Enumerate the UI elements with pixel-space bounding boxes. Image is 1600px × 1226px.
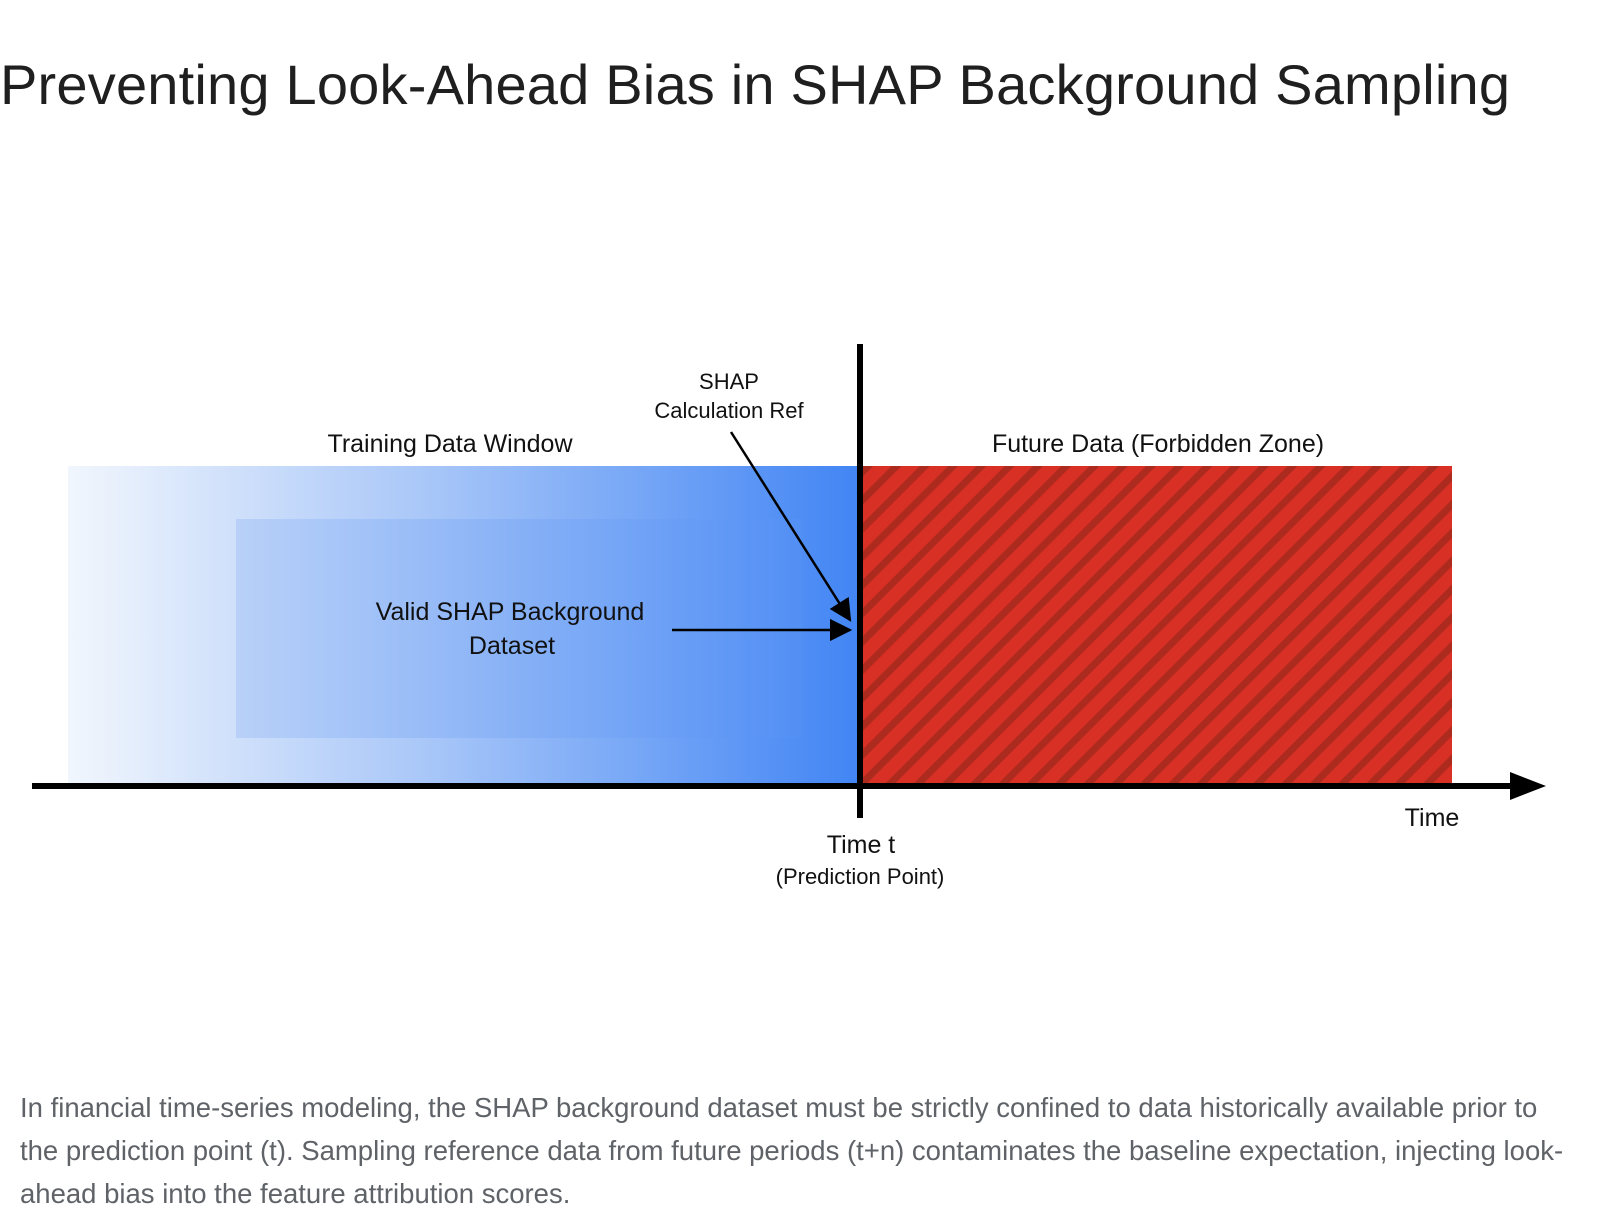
page-title: Preventing Look-Ahead Bias in SHAP Backg… (0, 53, 1511, 116)
prediction-point-label: (Prediction Point) (776, 864, 945, 889)
shap-ref-label-line1: SHAP (699, 369, 759, 394)
forbidden-zone-region (858, 466, 1452, 784)
timeline-diagram: Training Data Window Future Data (Forbid… (32, 344, 1546, 889)
training-window-label: Training Data Window (327, 430, 573, 458)
caption-text: In financial time-series modeling, the S… (20, 1092, 1564, 1209)
background-label-line1: Valid SHAP Background (376, 598, 645, 626)
shap-ref-label-line2: Calculation Ref (654, 398, 804, 423)
background-dataset-region (236, 519, 802, 738)
time-axis-arrowhead (1510, 772, 1546, 800)
axis-label: Time (1405, 804, 1460, 832)
time-t-label: Time t (827, 831, 896, 859)
shap-ref-arrow (729, 431, 852, 622)
future-zone-label: Future Data (Forbidden Zone) (992, 430, 1324, 458)
background-label-line2: Dataset (469, 632, 555, 660)
